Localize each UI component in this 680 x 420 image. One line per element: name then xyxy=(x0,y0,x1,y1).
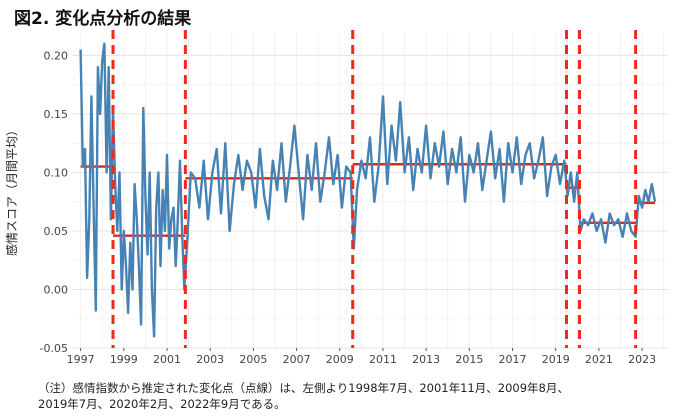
x-tick-label: 2015 xyxy=(455,353,483,366)
x-tick-label: 1997 xyxy=(67,353,95,366)
changepoint-lines xyxy=(111,30,638,348)
x-tick-label: 2007 xyxy=(283,353,311,366)
x-tick-label: 2001 xyxy=(153,353,181,366)
x-axis-ticks: 1997 1999 2001 2003 2005 2007 2009 2011 2013 2015… xyxy=(67,348,656,366)
y-tick-label: 0.05 xyxy=(44,225,69,238)
x-tick-label: 2013 xyxy=(412,353,440,366)
y-tick-label: 0.20 xyxy=(44,49,69,62)
series-line xyxy=(79,42,657,338)
y-tick-label: 0.15 xyxy=(44,108,69,121)
x-tick-label: 2019 xyxy=(542,353,570,366)
x-tick-label: 1999 xyxy=(110,353,138,366)
y-tick-label: 0.00 xyxy=(44,283,69,296)
series-path xyxy=(79,42,657,338)
y-tick-label: -0.05 xyxy=(40,342,68,355)
y-tick-label: 0.10 xyxy=(44,166,69,179)
x-tick-label: 2005 xyxy=(239,353,267,366)
x-tick-label: 2003 xyxy=(196,353,224,366)
x-tick-label: 2011 xyxy=(369,353,397,366)
y-axis-label: 感情スコア（月間平均） xyxy=(4,124,19,256)
x-tick-label: 2023 xyxy=(628,353,656,366)
y-axis-ticks: -0.05 0.00 0.05 0.10 0.15 0.20 xyxy=(40,49,68,355)
figure-note: （注）感情指数から推定された変化点（点線）は、左側より1998年7月、2001年… xyxy=(38,381,569,411)
x-tick-label: 2009 xyxy=(326,353,354,366)
x-tick-label: 2021 xyxy=(585,353,613,366)
line-chart: 1997 1999 2001 2003 2005 2007 2009 2011 2013 2015… xyxy=(4,30,668,366)
x-tick-label: 2017 xyxy=(499,353,527,366)
chart-title: 図2. 変化点分析の結果 xyxy=(14,9,192,29)
